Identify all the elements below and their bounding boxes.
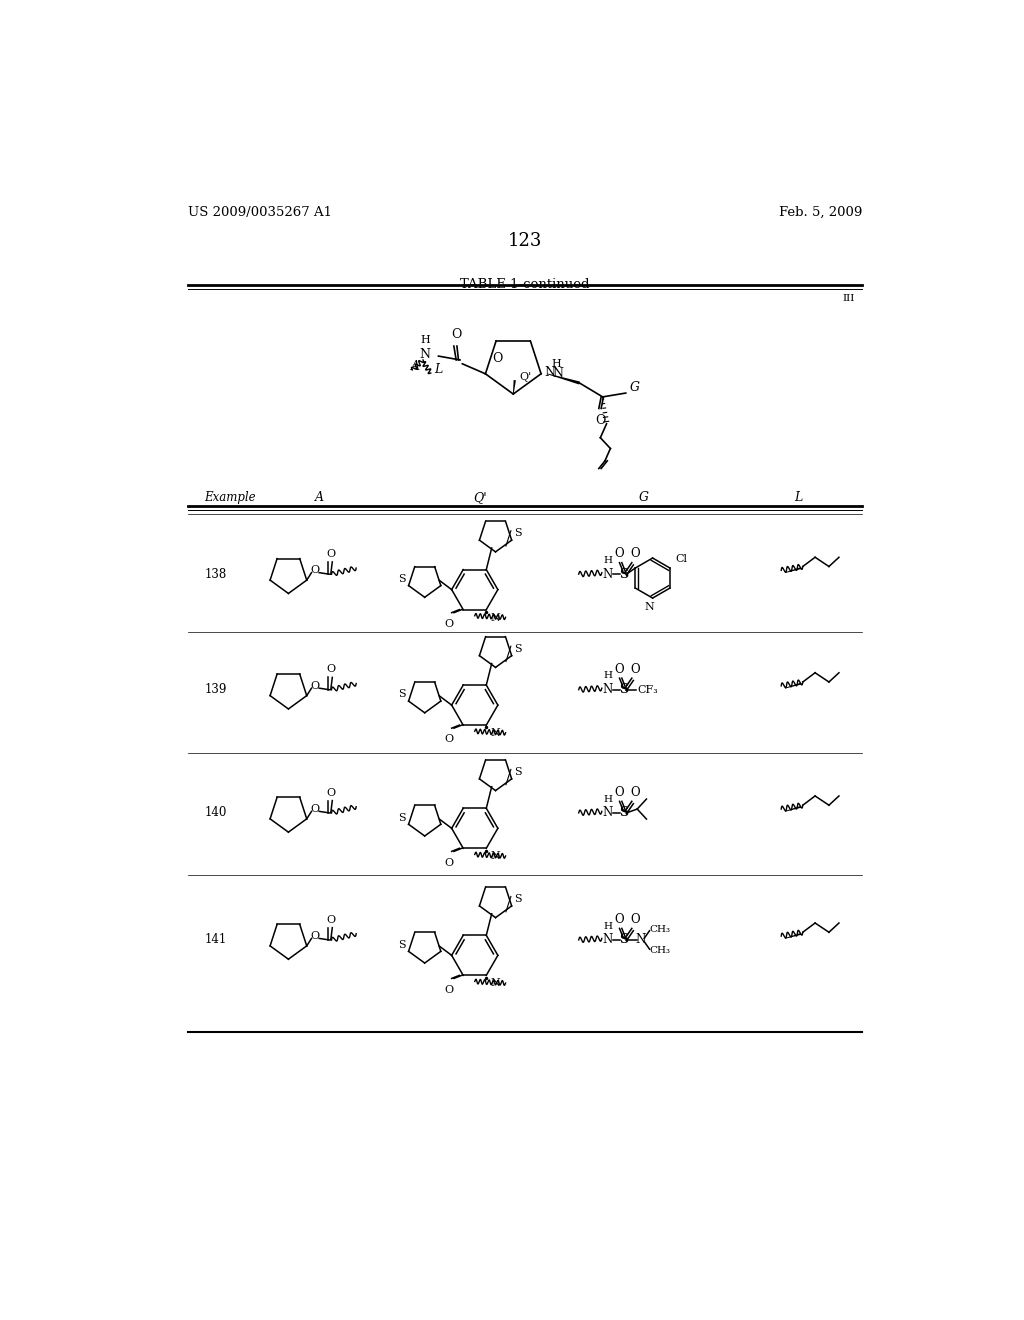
- Text: H: H: [603, 556, 612, 565]
- Text: H: H: [603, 795, 612, 804]
- Text: O: O: [311, 931, 319, 941]
- Text: N: N: [603, 568, 613, 581]
- Text: CH₃: CH₃: [649, 925, 671, 933]
- Text: O: O: [630, 663, 640, 676]
- Text: A: A: [315, 491, 325, 504]
- Text: O: O: [327, 664, 335, 675]
- Text: N: N: [603, 807, 613, 820]
- Text: O: O: [493, 352, 503, 364]
- Text: O: O: [327, 549, 335, 558]
- Text: N: N: [490, 978, 501, 989]
- Polygon shape: [785, 933, 802, 939]
- Text: US 2009/0035267 A1: US 2009/0035267 A1: [188, 206, 333, 219]
- Text: O: O: [311, 804, 319, 814]
- Text: S: S: [514, 644, 521, 653]
- Text: O: O: [327, 915, 335, 924]
- Text: G: G: [630, 380, 640, 393]
- Text: III: III: [842, 294, 854, 302]
- Text: S: S: [514, 894, 521, 904]
- Text: O: O: [614, 663, 624, 676]
- Polygon shape: [785, 805, 802, 812]
- Text: S: S: [398, 574, 407, 583]
- Text: Q': Q': [473, 491, 486, 504]
- Text: N: N: [603, 933, 613, 946]
- Text: Cl: Cl: [675, 554, 687, 564]
- Text: N: N: [553, 367, 563, 380]
- Text: S: S: [398, 940, 407, 949]
- Text: A: A: [411, 360, 420, 374]
- Text: 138: 138: [205, 568, 226, 581]
- Text: O: O: [630, 913, 640, 927]
- Text: S: S: [398, 689, 407, 700]
- Text: O: O: [311, 565, 319, 576]
- Text: Feb. 5, 2009: Feb. 5, 2009: [778, 206, 862, 219]
- Polygon shape: [513, 380, 516, 395]
- Text: O: O: [311, 681, 319, 690]
- Text: N: N: [490, 851, 501, 862]
- Text: L: L: [434, 363, 442, 376]
- Text: TABLE 1-continued: TABLE 1-continued: [460, 277, 590, 290]
- Text: O: O: [444, 734, 454, 744]
- Text: CH₃: CH₃: [649, 946, 671, 956]
- Text: O: O: [630, 548, 640, 561]
- Text: O: O: [444, 858, 454, 867]
- Text: 139: 139: [205, 684, 227, 696]
- Text: 140: 140: [205, 807, 227, 820]
- Text: O: O: [614, 785, 624, 799]
- Text: 141: 141: [205, 933, 226, 946]
- Text: N: N: [635, 933, 645, 946]
- Text: O: O: [630, 785, 640, 799]
- Text: O: O: [614, 548, 624, 561]
- Text: L: L: [795, 491, 803, 504]
- Text: S: S: [514, 528, 521, 539]
- Text: 123: 123: [508, 231, 542, 249]
- Text: O: O: [595, 414, 605, 426]
- Text: H: H: [421, 335, 430, 346]
- Text: O: O: [614, 913, 624, 927]
- Text: N: N: [544, 366, 555, 379]
- Text: S: S: [618, 933, 628, 946]
- Polygon shape: [785, 682, 802, 689]
- Polygon shape: [547, 374, 580, 384]
- Text: H: H: [603, 672, 612, 681]
- Text: Q': Q': [519, 372, 531, 383]
- Text: N: N: [603, 684, 613, 696]
- Text: S: S: [618, 684, 628, 696]
- Text: N: N: [645, 602, 654, 612]
- Text: N: N: [490, 729, 501, 738]
- Text: Example: Example: [204, 491, 255, 504]
- Text: N: N: [419, 348, 430, 362]
- Text: H: H: [603, 921, 612, 931]
- Text: O: O: [327, 788, 335, 797]
- Text: CF₃: CF₃: [637, 685, 658, 694]
- Text: H: H: [552, 359, 561, 370]
- Text: N: N: [490, 612, 501, 623]
- Text: O: O: [451, 329, 462, 342]
- Text: S: S: [398, 813, 407, 822]
- Text: G: G: [639, 491, 649, 504]
- Text: O: O: [444, 619, 454, 628]
- Text: S: S: [618, 568, 628, 581]
- Text: S: S: [618, 807, 628, 820]
- Text: S: S: [514, 767, 521, 777]
- Text: O: O: [444, 985, 454, 994]
- Polygon shape: [785, 568, 802, 573]
